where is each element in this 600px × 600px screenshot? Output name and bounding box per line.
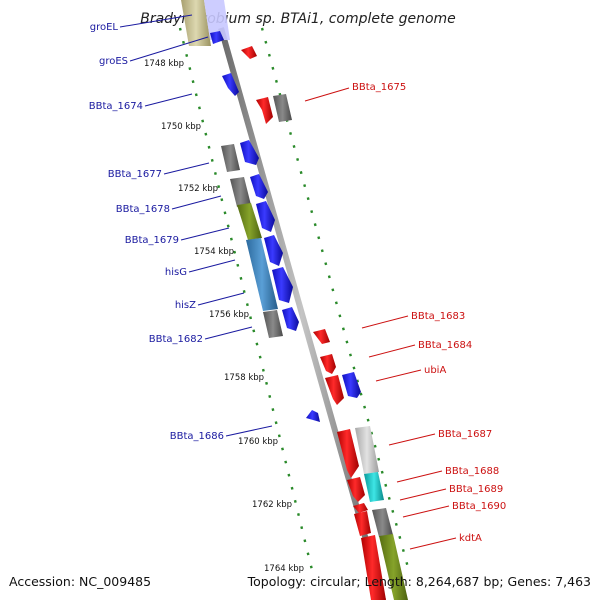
left-gene-labels [119,14,273,437]
kbp-label: 1750 kbp [161,122,201,132]
gene-label-hisZ: hisZ [175,300,196,311]
gene-label-ubiA: ubiA [424,365,446,376]
leader-line [119,14,193,28]
gene-label-groES: groES [99,56,128,67]
leader-line [375,369,422,382]
leader-line [204,326,253,340]
gene-label-BBta_1683: BBta_1683 [411,311,465,322]
accession-text: Accession: NC_009485 [9,574,151,589]
kbp-label: 1764 kbp [264,564,304,574]
leader-line [163,162,210,175]
gene-label-groEL: groEL [90,22,119,33]
gene-arrow-BBta_1684 [320,354,336,374]
gene-label-kdtA: kdtA [459,533,482,544]
gene-group-top [181,0,230,46]
kbp-label: 1760 kbp [238,437,278,447]
gene-arrow-BBta_1688 [347,477,365,502]
kbp-label: 1762 kbp [252,500,292,510]
leader-line [180,227,230,241]
gene-label-BBta_1682: BBta_1682 [149,334,203,345]
gene-label-BBta_1690: BBta_1690 [452,501,506,512]
leader-line [388,433,436,446]
leader-line [225,425,273,437]
gene-box-BBta_1682 [263,310,283,338]
leader-line [129,36,209,62]
gene-label-BBta_1677: BBta_1677 [108,169,162,180]
leader-line [171,195,222,210]
kbp-label: 1748 kbp [144,59,184,69]
gene-label-BBta_1688: BBta_1688 [445,466,499,477]
gene-box-groES [204,0,230,40]
leader-line [396,470,443,483]
gene-arrow-BBta_1678 [250,174,268,199]
leader-line [402,505,450,518]
leader-line [361,315,409,329]
gene-box-BBta_1690 [372,508,393,537]
gene-arrow-BBta_1675 [256,97,273,124]
leader-line [399,488,447,501]
gene-label-BBta_1678: BBta_1678 [116,204,170,215]
kbp-label: 1752 kbp [178,184,218,194]
gene-arrow-hisZ [272,267,293,303]
leader-line [409,537,457,550]
gene-box-hisG [246,238,278,311]
right-gene-labels [304,87,457,550]
leader-line [197,292,245,306]
gene-arrow-BBta_1686 [306,410,320,422]
gene-arrow-kdtA [361,535,386,600]
gene-arrow-BBta_1682 [282,307,299,331]
gene-arrow-hisG [264,235,283,266]
gene-box-groEL [181,0,211,46]
gene-arrow-groES [210,31,224,44]
kbp-label: 1756 kbp [209,310,249,320]
gene-arrow-ubiA [342,372,361,398]
genome-axis [218,27,386,600]
leader-line [144,93,193,107]
gene-arrow-BBta_1677 [240,140,259,165]
gene-box-BBta_1687 [355,426,379,474]
topology-text: Topology: circular; Length: 8,264,687 bp… [247,574,591,589]
gene-box-BBta_1688 [364,472,384,502]
gene-label-BBta_1675: BBta_1675 [352,82,406,93]
leader-line [304,87,350,102]
forward-genes [210,31,361,422]
gene-box-BBta_1679 [237,203,262,240]
gene-boxes [221,94,408,600]
gene-arrow-BBta_1689 [353,503,368,513]
kbp-label: 1754 kbp [194,247,234,257]
gene-label-BBta_1684: BBta_1684 [418,340,472,351]
right-gene-text: BBta_1675 BBta_1683 BBta_1684 ubiA BBta_… [352,82,506,544]
kbp-labels: 1748 kbp 1750 kbp 1752 kbp 1754 kbp 1756… [144,59,304,574]
gene-label-BBta_1687: BBta_1687 [438,429,492,440]
gene-arrow-BBta_1679 [256,201,275,232]
gene-arrow-BBta_1683 [313,329,330,344]
gene-label-hisG: hisG [165,267,187,278]
gene-box-kdtA [379,534,408,600]
gene-arrow-BBta_1687 [337,429,359,478]
leader-line [188,259,236,273]
gene-box-BBta_1675 [273,94,292,122]
gene-label-BBta_1674: BBta_1674 [89,101,143,112]
gene-label-BBta_1679: BBta_1679 [125,235,179,246]
gene-arrow-BBta_1690 [354,511,371,536]
gene-box-BBta_1677 [221,144,240,172]
reverse-genes [241,46,386,600]
gene-arrow-ubiA-rev [325,375,344,405]
gene-label-BBta_1686: BBta_1686 [170,431,224,442]
gene-arrow-small-1 [241,46,257,59]
leader-line [368,344,416,358]
left-gene-text: groEL groES BBta_1674 BBta_1677 BBta_167… [89,22,224,442]
gene-label-BBta_1689: BBta_1689 [449,484,503,495]
gene-arrow-BBta_1674 [222,73,239,96]
gene-box-BBta_1678 [230,177,251,207]
kbp-label: 1758 kbp [224,373,264,383]
